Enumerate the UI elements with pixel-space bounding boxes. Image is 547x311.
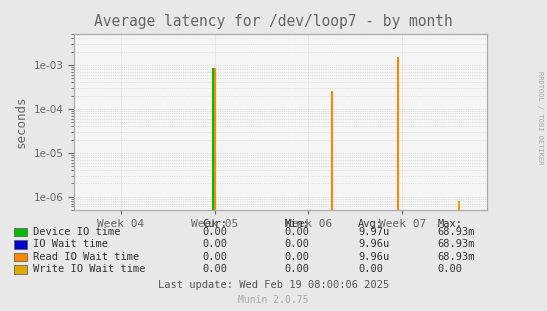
Text: Avg:: Avg: — [358, 219, 383, 229]
Text: Cur:: Cur: — [202, 219, 228, 229]
Text: 0.00: 0.00 — [284, 227, 310, 237]
Text: 9.96u: 9.96u — [358, 252, 389, 262]
Text: 0.00: 0.00 — [202, 227, 228, 237]
Text: 0.00: 0.00 — [284, 252, 310, 262]
Text: 68.93m: 68.93m — [438, 227, 475, 237]
Text: 0.00: 0.00 — [358, 264, 383, 274]
Text: Munin 2.0.75: Munin 2.0.75 — [238, 295, 309, 305]
Text: Average latency for /dev/loop7 - by month: Average latency for /dev/loop7 - by mont… — [94, 14, 453, 29]
Text: Min:: Min: — [284, 219, 310, 229]
Text: 0.00: 0.00 — [202, 239, 228, 249]
Text: Write IO Wait time: Write IO Wait time — [33, 264, 146, 274]
Text: 68.93m: 68.93m — [438, 252, 475, 262]
Text: Read IO Wait time: Read IO Wait time — [33, 252, 139, 262]
Text: 0.00: 0.00 — [438, 264, 463, 274]
Text: 0.00: 0.00 — [202, 264, 228, 274]
Text: RRDTOOL / TOBI OETIKER: RRDTOOL / TOBI OETIKER — [537, 72, 543, 165]
Text: IO Wait time: IO Wait time — [33, 239, 108, 249]
Text: Last update: Wed Feb 19 08:00:06 2025: Last update: Wed Feb 19 08:00:06 2025 — [158, 280, 389, 290]
Text: 68.93m: 68.93m — [438, 239, 475, 249]
Text: Max:: Max: — [438, 219, 463, 229]
Text: 0.00: 0.00 — [202, 252, 228, 262]
Text: Device IO time: Device IO time — [33, 227, 120, 237]
Text: 0.00: 0.00 — [284, 264, 310, 274]
Text: 9.96u: 9.96u — [358, 239, 389, 249]
Text: 9.97u: 9.97u — [358, 227, 389, 237]
Text: 0.00: 0.00 — [284, 239, 310, 249]
Y-axis label: seconds: seconds — [15, 96, 28, 148]
